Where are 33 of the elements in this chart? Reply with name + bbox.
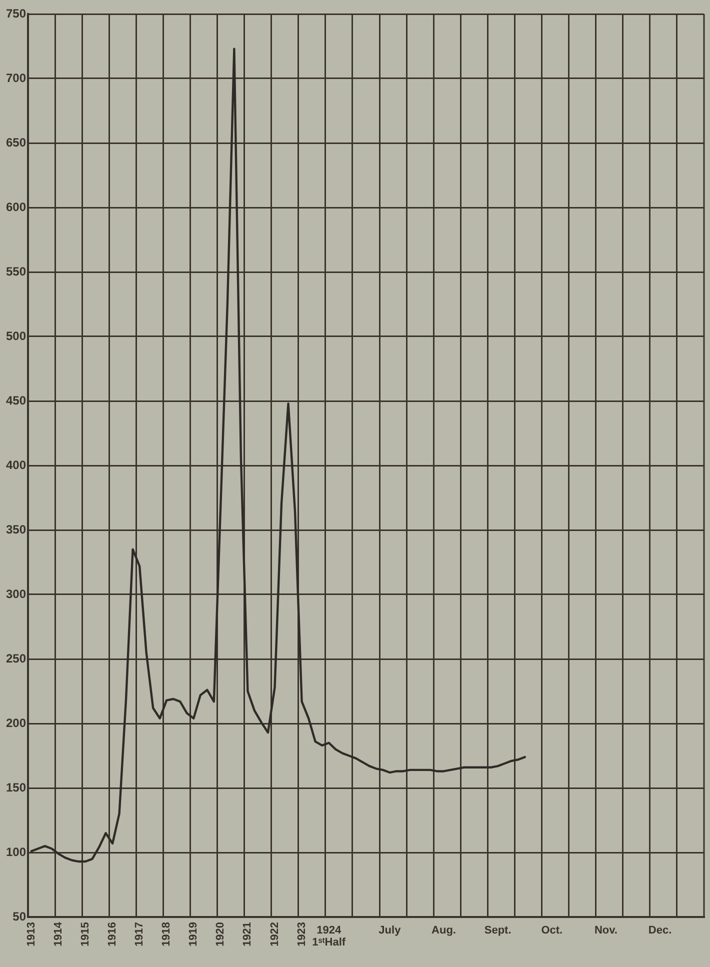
- x-tick-label: Oct.: [541, 924, 563, 937]
- y-tick-label: 250: [6, 651, 26, 666]
- y-tick-label: 150: [6, 780, 26, 794]
- x-tick-label: 1917: [134, 922, 146, 946]
- y-tick-label: 500: [6, 328, 26, 343]
- x-tick-label: 1923: [296, 922, 308, 946]
- x-tick-label: Nov.: [594, 924, 618, 937]
- y-tick-label: 700: [6, 70, 26, 85]
- x-tick-label: 1918: [160, 922, 173, 946]
- y-tick-label: 350: [6, 522, 26, 536]
- x-tick-label: July: [378, 924, 402, 937]
- y-tick-label: 50: [12, 909, 26, 924]
- x-tick-label: Sept.: [484, 924, 512, 937]
- y-tick-label: 300: [6, 586, 26, 601]
- y-tick-label: 400: [6, 458, 26, 472]
- y-tick-label: 200: [6, 716, 26, 730]
- x-tick-label: 1916: [106, 922, 119, 946]
- x-tick-label: 1920: [214, 922, 227, 946]
- x-tick-label: 1913: [25, 922, 38, 946]
- y-tick-label: 600: [6, 200, 26, 214]
- x-tick-label: 1921: [242, 922, 254, 946]
- x-tick-label: 1915: [80, 922, 92, 946]
- x-tick-label: 1914: [52, 921, 64, 946]
- y-tick-label: 650: [6, 135, 26, 150]
- y-tick-label: 100: [6, 844, 26, 859]
- x-tick-label: Aug.: [432, 924, 456, 937]
- x-tick-label: 1924 1ˢᵗHalf: [312, 924, 346, 949]
- x-tick-label: 1919: [188, 922, 200, 946]
- y-tick-label: 550: [6, 264, 26, 278]
- y-tick-label: 750: [6, 6, 26, 20]
- y-tick-label: 450: [6, 393, 26, 408]
- x-tick-label: 1922: [268, 922, 281, 946]
- x-tick-label: Dec.: [648, 924, 672, 937]
